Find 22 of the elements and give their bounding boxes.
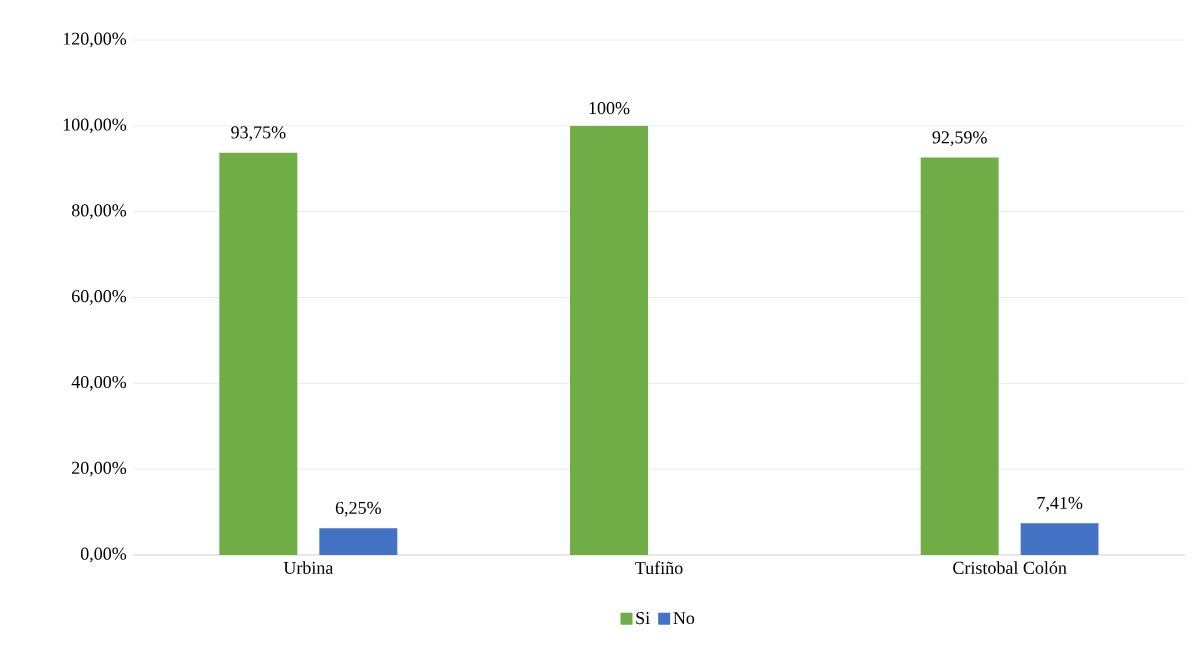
data-label: 100%	[589, 102, 630, 115]
y-tick-label: 80,00%	[71, 204, 127, 220]
y-tick-label: 40,00%	[71, 375, 127, 391]
y-tick-label: 100,00%	[63, 118, 127, 134]
bar	[1020, 523, 1099, 555]
bar	[319, 528, 398, 555]
data-label: 7,41%	[1037, 496, 1083, 512]
y-tick-label: 20,00%	[72, 461, 127, 477]
legend-label: No	[673, 612, 695, 625]
x-tick-label: Cristobal Colón	[953, 561, 1067, 574]
data-label: 93,75%	[231, 126, 286, 142]
data-label: 92,59%	[932, 131, 987, 147]
legend-label: Si	[636, 612, 650, 625]
y-tick-label: 120,00%	[63, 32, 127, 48]
y-tick-label: 0,00%	[80, 547, 127, 563]
bar	[570, 125, 648, 555]
bar	[920, 157, 999, 555]
x-tick-label: Tufiño	[635, 561, 683, 575]
y-tick-label: 60,00%	[72, 290, 127, 305]
bar	[219, 152, 298, 555]
x-tick-label: Urbina	[283, 561, 334, 574]
data-label: 6,25%	[335, 501, 381, 517]
